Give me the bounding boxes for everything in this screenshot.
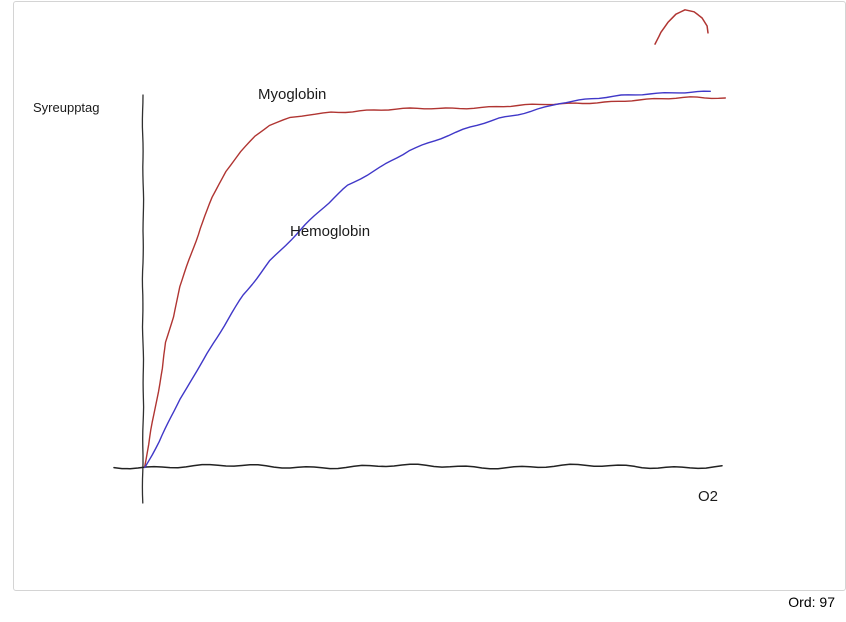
y-axis-label: Syreupptag <box>33 100 100 115</box>
myoglobin-curve <box>144 96 726 468</box>
x-axis-line <box>113 463 723 470</box>
word-count[interactable]: Ord: 97 <box>788 594 835 610</box>
hemoglobin-curve <box>144 90 711 469</box>
myoglobin-curve-label: Myoglobin <box>258 86 327 103</box>
chart-svg <box>113 9 726 504</box>
stray-red-arc <box>654 9 709 45</box>
drawing-canvas[interactable]: Syreupptag Myoglobin Hemoglobin O2 <box>13 1 846 591</box>
y-axis-line <box>141 94 145 504</box>
x-axis-label: O2 <box>698 488 719 505</box>
hemoglobin-curve-label: Hemoglobin <box>290 223 371 240</box>
